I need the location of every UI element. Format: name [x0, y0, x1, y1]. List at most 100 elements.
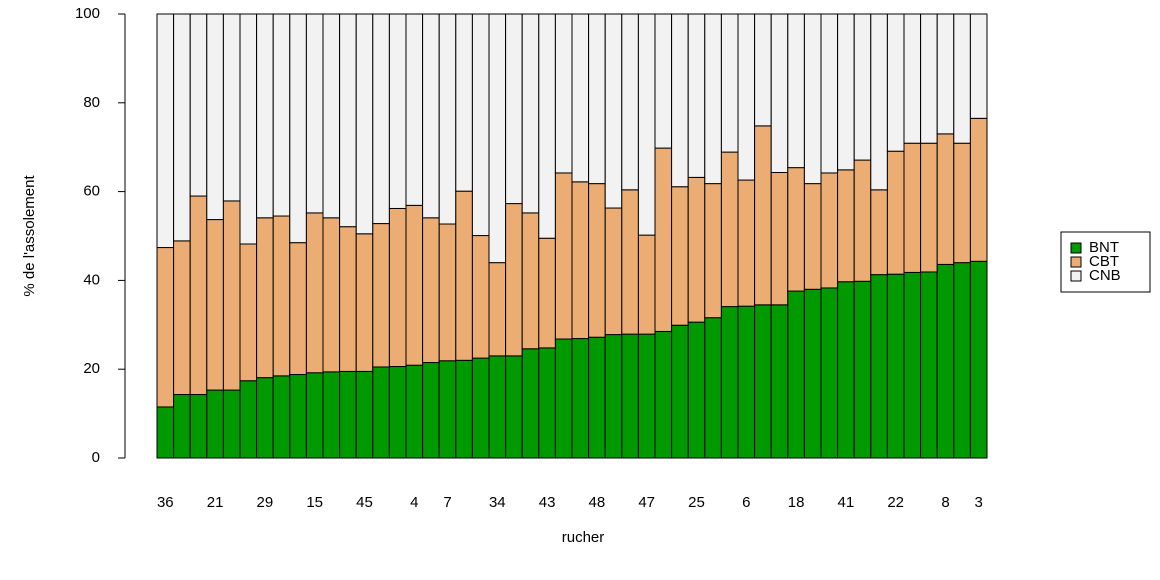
- bar-segment: [538, 347, 556, 459]
- bar-segment: [471, 357, 490, 459]
- bar-segment: [206, 219, 224, 391]
- bar-segment: [953, 262, 971, 459]
- bar-segment: [654, 13, 673, 149]
- bar-segment: [737, 179, 756, 307]
- bar-segment: [388, 207, 407, 368]
- bar-segment: [687, 13, 706, 178]
- bar-segment: [787, 167, 805, 292]
- bar-segment: [754, 13, 772, 127]
- bar-segment: [671, 324, 689, 459]
- bar-segment: [621, 333, 639, 459]
- bar-segment: [886, 273, 905, 459]
- bar-segment: [505, 203, 523, 357]
- bar-segment: [903, 271, 922, 459]
- bar-segment: [173, 240, 191, 396]
- bar-segment: [903, 13, 922, 144]
- bar-segment: [488, 262, 507, 357]
- bar-segment: [571, 338, 590, 459]
- bar-segment: [256, 13, 274, 219]
- legend-label: BNT: [1089, 239, 1119, 256]
- bar-segment: [538, 237, 556, 349]
- y-tick-label: 100: [75, 5, 100, 22]
- bar-segment: [903, 142, 922, 273]
- bar-segment: [289, 242, 307, 376]
- bar-segment: [272, 215, 291, 377]
- bar-segment: [554, 172, 573, 340]
- x-tick-label: 6: [742, 494, 750, 511]
- bar-segment: [820, 287, 839, 459]
- x-tick-label: 21: [207, 494, 224, 511]
- bar-segment: [803, 183, 822, 290]
- legend-label: CBT: [1089, 253, 1119, 270]
- bar-segment: [405, 364, 424, 459]
- bar-segment: [521, 348, 540, 459]
- bar-segment: [322, 217, 341, 373]
- x-tick-label: 34: [489, 494, 506, 511]
- legend-swatch: [1070, 270, 1082, 282]
- bar-segment: [422, 362, 440, 459]
- bar-segment: [704, 317, 722, 459]
- bar-segment: [422, 217, 440, 364]
- bar-segment: [256, 217, 274, 379]
- y-tick-label: 80: [83, 94, 100, 111]
- bar-segment: [870, 189, 888, 276]
- bar-segment: [588, 13, 606, 185]
- bar-segment: [754, 304, 772, 459]
- bar-segment: [305, 372, 324, 459]
- bar-segment: [969, 260, 988, 459]
- bar-segment: [770, 13, 789, 174]
- bar-segment: [720, 306, 739, 459]
- x-tick-label: 41: [838, 494, 855, 511]
- bar-segment: [720, 151, 739, 308]
- bar-segment: [787, 13, 805, 169]
- bar-segment: [820, 172, 839, 289]
- bar-segment: [206, 389, 224, 459]
- bar-segment: [870, 274, 888, 459]
- bar-segment: [920, 13, 938, 144]
- x-tick-label: 43: [539, 494, 556, 511]
- bar-segment: [505, 13, 523, 205]
- bar-segment: [538, 13, 556, 239]
- bar-segment: [554, 338, 573, 459]
- bar-segment: [969, 13, 988, 119]
- bar-segment: [671, 13, 689, 188]
- bar-segment: [388, 13, 407, 209]
- bar-segment: [272, 375, 291, 459]
- bar-segment: [405, 204, 424, 366]
- bar-segment: [505, 355, 523, 459]
- bar-segment: [687, 176, 706, 323]
- bar-segment: [654, 330, 673, 459]
- bar-segment: [239, 380, 258, 459]
- bar-segment: [355, 13, 374, 235]
- bar-segment: [953, 13, 971, 144]
- bar-segment: [189, 195, 208, 396]
- bar-segment: [803, 288, 822, 459]
- bar-segment: [621, 189, 639, 335]
- x-tick-label: 36: [157, 494, 174, 511]
- bar-segment: [953, 142, 971, 264]
- bar-segment: [289, 13, 307, 244]
- bar-segment: [455, 190, 473, 361]
- x-tick-label: 4: [410, 494, 418, 511]
- x-tick-label: 25: [688, 494, 705, 511]
- y-tick-label: 40: [83, 271, 100, 288]
- bar-segment: [372, 223, 390, 368]
- bar-segment: [222, 200, 241, 391]
- bar-segment: [471, 13, 490, 237]
- bar-segment: [704, 13, 722, 185]
- bar-segment: [621, 13, 639, 191]
- bar-segment: [355, 370, 374, 459]
- bar-segment: [438, 13, 457, 225]
- bar-segment: [156, 247, 175, 408]
- bar-segment: [853, 159, 872, 282]
- bar-segment: [803, 13, 822, 185]
- bar-segment: [853, 280, 872, 459]
- bar-segment: [687, 321, 706, 459]
- x-axis-label: rucher: [562, 529, 605, 546]
- bar-segment: [372, 13, 390, 225]
- bar-segment: [521, 13, 540, 214]
- bar-segment: [920, 142, 938, 273]
- bar-segment: [637, 234, 656, 335]
- legend-box: [1060, 231, 1151, 293]
